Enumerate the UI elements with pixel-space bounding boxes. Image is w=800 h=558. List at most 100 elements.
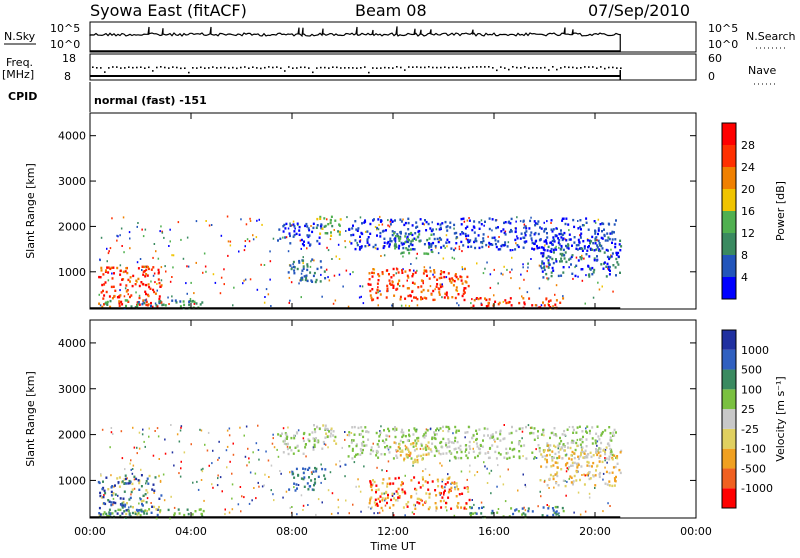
data-cell [591, 437, 594, 440]
scatter-cell [129, 247, 131, 250]
data-cell [468, 498, 471, 502]
data-cell [405, 240, 408, 243]
data-cell [488, 447, 491, 450]
nave-point [488, 66, 490, 68]
scatter-cell [204, 265, 207, 268]
data-cell [616, 456, 619, 460]
colorbar-segment [722, 167, 736, 189]
scatter-cell [210, 224, 213, 226]
data-cell [126, 271, 129, 275]
data-cell [549, 444, 552, 447]
data-cell [124, 299, 127, 302]
scatter-cell [372, 442, 374, 445]
data-cell [591, 266, 594, 270]
data-cell [542, 246, 545, 250]
data-cell [472, 450, 475, 453]
scatter-cell [577, 275, 579, 278]
data-cell [137, 301, 140, 304]
scatter-cell [506, 268, 508, 271]
data-cell [457, 456, 460, 460]
data-cell [533, 456, 536, 459]
nave-point [436, 66, 438, 69]
scatter-cell [553, 486, 555, 489]
data-cell [478, 246, 481, 250]
y-tick-label: 4000 [58, 130, 86, 143]
scatter-cell [239, 426, 241, 429]
data-cell [586, 425, 589, 428]
data-cell [164, 304, 167, 307]
data-cell [609, 438, 612, 442]
scatter-cell [497, 282, 499, 285]
data-cell [371, 271, 374, 274]
data-cell [552, 509, 555, 512]
scatter-cell [121, 457, 124, 460]
scatter-cell [552, 305, 554, 308]
data-cell [440, 238, 443, 241]
data-cell [282, 451, 285, 454]
data-cell [567, 223, 570, 226]
data-cell [573, 461, 576, 465]
data-cell [370, 448, 373, 452]
data-cell [566, 428, 569, 431]
data-cell [371, 298, 374, 302]
data-cell [482, 239, 485, 243]
scatter-cell [471, 298, 473, 301]
data-cell [374, 503, 377, 507]
data-cell [295, 483, 298, 486]
data-cell [159, 510, 161, 514]
data-cell [421, 222, 424, 225]
data-cell [121, 512, 124, 515]
data-cell [560, 236, 563, 239]
data-cell [293, 482, 296, 485]
data-cell [599, 249, 602, 253]
scatter-cell [173, 506, 176, 509]
data-cell [353, 433, 356, 436]
nave-point [596, 67, 598, 69]
data-cell [144, 299, 147, 302]
data-cell [127, 482, 130, 485]
scatter-cell [263, 484, 265, 487]
scatter-cell [535, 448, 537, 451]
data-cell [585, 217, 588, 220]
scatter-cell [510, 277, 512, 280]
scatter-cell [248, 240, 251, 243]
data-cell [114, 509, 117, 513]
scatter-cell [383, 492, 385, 495]
data-cell [508, 220, 511, 223]
data-cell [125, 516, 127, 519]
data-cell [601, 432, 604, 435]
data-cell [324, 468, 327, 471]
data-cell [277, 433, 280, 436]
nave-point [328, 67, 330, 69]
data-cell [416, 497, 419, 500]
data-cell [376, 504, 379, 507]
nave-point [508, 68, 510, 71]
data-cell [295, 232, 298, 236]
scatter-cell [279, 470, 281, 472]
data-cell [548, 448, 551, 452]
data-cell [531, 304, 534, 307]
data-cell [481, 245, 484, 249]
data-cell [579, 478, 581, 482]
scatter-cell [110, 427, 113, 429]
scatter-cell [263, 264, 266, 266]
data-cell [145, 300, 148, 304]
data-cell [607, 265, 610, 269]
scatter-cell [159, 480, 162, 483]
data-cell [154, 292, 157, 295]
data-cell [427, 488, 430, 491]
data-cell [383, 245, 386, 248]
scatter-cell [265, 450, 267, 453]
data-cell [155, 508, 158, 511]
data-cell [418, 233, 421, 236]
data-cell [445, 501, 447, 505]
data-cell [284, 227, 287, 230]
data-cell [330, 215, 333, 218]
data-cell [392, 284, 395, 287]
data-cell [525, 240, 528, 243]
scatter-cell [229, 460, 231, 463]
data-cell [541, 270, 544, 273]
data-cell [141, 265, 144, 268]
colorbar-segment [722, 369, 736, 390]
scatter-cell [523, 506, 525, 509]
